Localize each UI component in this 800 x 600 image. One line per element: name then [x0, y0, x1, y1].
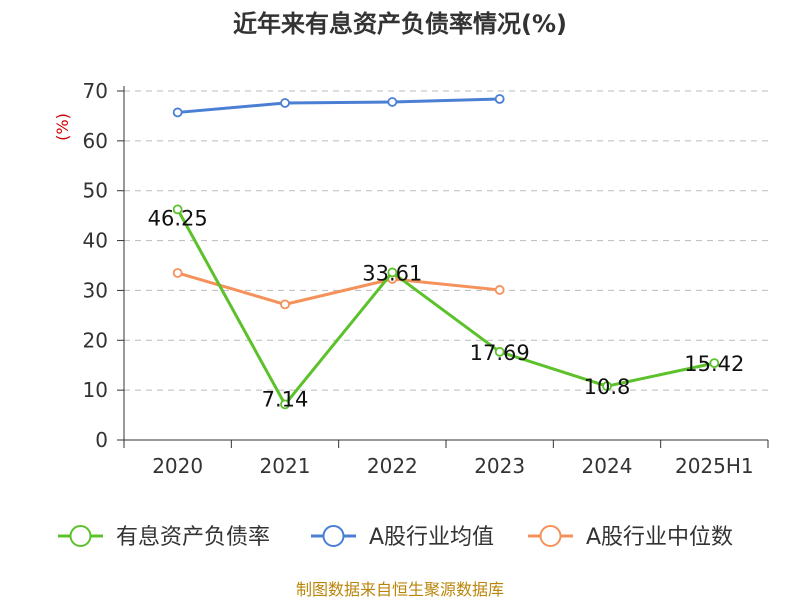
data-label: 17.69 — [470, 341, 530, 365]
axes — [123, 86, 768, 441]
data-label: 15.42 — [684, 352, 744, 376]
data-point — [494, 346, 505, 357]
legend-label: A股行业均值 — [369, 525, 494, 550]
data-point — [280, 299, 290, 310]
data-point — [172, 204, 183, 215]
y-tick-label: 30 — [83, 278, 108, 302]
y-tick-label: 70 — [83, 79, 108, 103]
data-labels: 46.25 7.14 33.61 17.69 10.8 15.42 — [148, 206, 745, 411]
legend-swatch-marker — [69, 525, 92, 547]
data-point — [494, 94, 505, 104]
series-line — [177, 271, 500, 306]
x-tick-label: 2023 — [474, 454, 525, 478]
grid — [124, 90, 768, 391]
series-2 — [172, 268, 505, 310]
y-axis-label: (%) — [53, 113, 72, 141]
series-line — [177, 97, 500, 114]
series-0 — [172, 204, 720, 410]
data-point — [494, 285, 505, 295]
chart-title: 近年来有息资产负债率情况(%) — [233, 10, 567, 38]
x-tick-label: 2024 — [582, 454, 633, 478]
y-tick-label: 60 — [83, 129, 108, 153]
x-ticks: 2020 2021 2022 2023 2024 2025H1 — [123, 440, 769, 478]
data-point — [387, 267, 398, 278]
legend-item: A股行业均值 — [311, 525, 494, 550]
legend: 有息资产负债率 A股行业均值 A股行业中位数 — [58, 525, 733, 550]
data-point — [172, 107, 183, 118]
x-tick-label: 2021 — [260, 454, 311, 478]
x-tick-label: 2025H1 — [675, 454, 754, 478]
y-tick-label: 10 — [83, 378, 108, 402]
data-label: 10.8 — [584, 375, 631, 399]
data-point — [172, 268, 183, 278]
legend-item: A股行业中位数 — [528, 525, 733, 550]
data-point — [709, 358, 720, 369]
series-1 — [172, 94, 505, 118]
data-point — [387, 97, 398, 107]
legend-swatch-marker — [322, 525, 345, 547]
data-label: 46.25 — [148, 206, 208, 230]
data-label: 33.61 — [362, 261, 422, 285]
legend-label: A股行业中位数 — [586, 525, 733, 550]
y-tick-label: 40 — [83, 229, 108, 253]
legend-label: 有息资产负债率 — [116, 525, 270, 550]
y-ticks: 0 10 20 30 40 50 60 70 — [83, 79, 124, 452]
y-tick-label: 0 — [95, 428, 108, 452]
y-tick-label: 50 — [83, 179, 108, 203]
data-point — [280, 399, 290, 410]
data-label: 7.14 — [262, 387, 309, 411]
legend-swatch-marker — [539, 525, 562, 547]
x-tick-label: 2022 — [367, 454, 418, 478]
series-line — [176, 208, 715, 406]
series-layer — [172, 94, 720, 410]
source-note: 制图数据来自恒生聚源数据库 — [296, 580, 504, 599]
y-tick-label: 20 — [83, 328, 108, 352]
data-point — [280, 98, 290, 108]
legend-item: 有息资产负债率 — [58, 525, 270, 550]
x-tick-label: 2020 — [152, 454, 203, 478]
data-point — [602, 381, 612, 392]
